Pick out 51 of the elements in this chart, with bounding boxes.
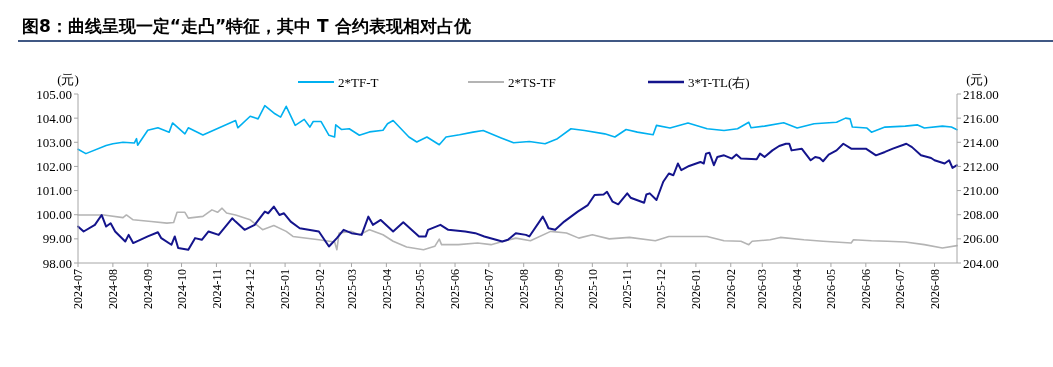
x-tick-label: 2025-09 — [551, 269, 566, 309]
x-tick-label: 2024-07 — [71, 269, 86, 309]
y-tick-label: 104.00 — [36, 110, 72, 126]
x-tick-label: 2024-12 — [243, 269, 258, 309]
x-tick-label: 2026-01 — [689, 269, 704, 309]
x-tick-label: 2025-04 — [379, 269, 394, 309]
x-tick-label: 2026-02 — [723, 269, 738, 309]
y2-tick-label: 208.00 — [963, 207, 999, 223]
x-tick-label: 2026-06 — [859, 269, 874, 309]
y-tick-label: 101.00 — [36, 183, 72, 199]
x-tick-label: 2025-10 — [585, 269, 600, 309]
y-tick-label: 105.00 — [36, 86, 72, 102]
y-tick-label: 102.00 — [36, 158, 72, 174]
y2-tick-label: 218.00 — [963, 86, 999, 102]
y2-tick-label: 212.00 — [963, 158, 999, 174]
y2-axis-title: (元) — [966, 72, 988, 87]
y2-tick-label: 214.00 — [963, 134, 999, 150]
x-tick-label: 2025-06 — [448, 269, 463, 309]
y2-tick-label: 206.00 — [963, 231, 999, 247]
legend-label: 2*TS-TF — [508, 74, 556, 90]
x-tick-label: 2026-03 — [755, 269, 770, 309]
x-tick-label: 2026-08 — [927, 269, 942, 309]
line-series — [77, 142, 958, 251]
x-tick-label: 2025-02 — [313, 269, 328, 309]
y-tick-label: 98.00 — [42, 255, 72, 271]
y-tick-label: 99.00 — [42, 231, 72, 247]
x-tick-label: 2025-07 — [482, 269, 496, 309]
x-tick-label: 2025-05 — [413, 269, 428, 309]
y2-tick-label: 216.00 — [963, 110, 999, 126]
x-tick-label: 2024-11 — [209, 269, 224, 309]
x-tick-label: 2024-08 — [106, 269, 121, 309]
x-tick-label: 2025-11 — [620, 269, 635, 309]
x-tick-label: 2026-04 — [790, 269, 805, 309]
x-tick-label: 2025-03 — [344, 269, 359, 309]
x-tick-label: 2025-12 — [654, 269, 669, 309]
y2-tick-label: 204.00 — [963, 255, 999, 271]
y-tick-label: 100.00 — [36, 207, 72, 223]
line-series — [77, 104, 958, 155]
x-tick-label: 2026-05 — [824, 269, 839, 309]
chart-title: 图8：曲线呈现一定“走凸”特征，其中 T 合约表现相对占优 — [22, 16, 471, 36]
legend-label: 3*T-TL(右) — [688, 74, 750, 90]
x-tick-label: 2024-09 — [140, 269, 155, 309]
legend-label: 2*TF-T — [338, 74, 379, 90]
x-tick-label: 2025-08 — [516, 269, 531, 309]
x-tick-label: 2025-01 — [278, 269, 293, 309]
y-axis-title: (元) — [57, 72, 79, 87]
y2-tick-label: 210.00 — [963, 183, 999, 199]
line-series — [77, 207, 958, 251]
y-tick-label: 103.00 — [36, 134, 72, 150]
x-tick-label: 2026-07 — [892, 269, 907, 309]
x-tick-label: 2024-10 — [174, 269, 189, 309]
